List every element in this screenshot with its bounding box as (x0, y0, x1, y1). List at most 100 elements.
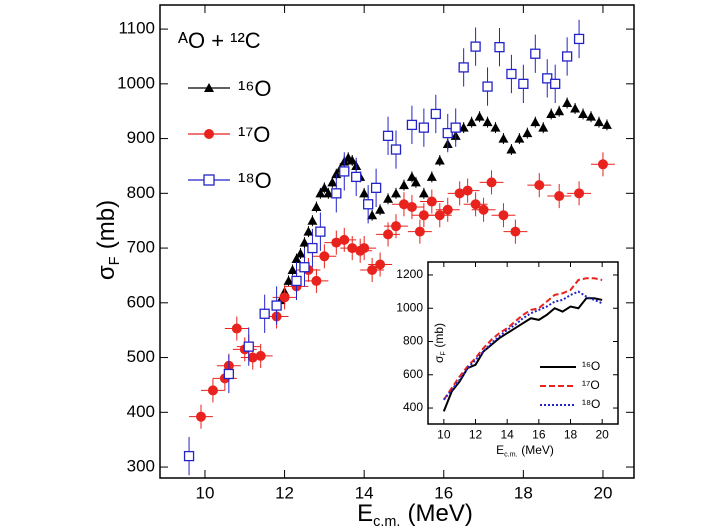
marker (554, 191, 565, 202)
marker (554, 106, 565, 116)
y-tick-label: 600 (403, 367, 423, 381)
marker (442, 204, 453, 215)
marker (498, 210, 509, 221)
marker (299, 237, 310, 247)
marker (426, 171, 437, 181)
x-tick-label: 12 (275, 484, 294, 503)
marker (574, 188, 585, 199)
marker (319, 251, 330, 262)
x-tick-label: 14 (500, 428, 514, 442)
marker (331, 169, 342, 179)
marker (466, 117, 477, 127)
marker (383, 229, 394, 240)
marker (458, 122, 469, 132)
y-axis-label-symbol: σ (432, 355, 446, 363)
marker (279, 292, 290, 303)
marker (204, 129, 214, 139)
marker (295, 248, 306, 258)
marker (204, 83, 214, 92)
line (443, 277, 603, 401)
marker (255, 350, 266, 361)
marker (418, 188, 429, 198)
marker (494, 42, 505, 53)
x-axis-label-unit: (MeV) (408, 500, 473, 527)
y-axis-label: σF (mb) (93, 200, 123, 280)
marker (530, 48, 541, 59)
main-chart: 10 12 14 16 18 20 300 400 500 600 700 800 900 1000 110… (93, 4, 635, 530)
marker (586, 111, 597, 121)
x-tick-label: 14 (355, 484, 374, 503)
marker (383, 193, 394, 203)
marker (398, 180, 409, 190)
marker (390, 144, 402, 155)
marker (195, 411, 206, 422)
x-tick-label: 18 (514, 484, 533, 503)
y-axis-label-subscript: F (439, 351, 448, 356)
y-axis-label: σF (mb) (432, 323, 447, 363)
marker (291, 254, 302, 264)
x-axis-label: Ec.m. (MeV) (357, 500, 473, 530)
marker (434, 210, 445, 221)
marker (530, 117, 541, 127)
marker (561, 51, 573, 62)
marker (510, 226, 521, 237)
marker (307, 215, 318, 225)
y-tick-label: 1000 (117, 73, 155, 92)
legend-label: ¹⁷O (238, 122, 270, 147)
x-axis-label-symbol: E (496, 443, 504, 457)
plot-frame (427, 261, 619, 425)
marker (183, 450, 195, 462)
x-axis-label-subscript: c.m. (504, 450, 518, 459)
marker (601, 119, 612, 129)
marker (482, 81, 493, 92)
x-tick-label: 16 (434, 484, 453, 503)
legend-label: ¹⁶O (238, 76, 272, 101)
marker (434, 155, 445, 165)
marker (406, 171, 417, 181)
marker (359, 188, 370, 198)
marker (470, 41, 481, 52)
marker (546, 108, 557, 118)
marker (347, 155, 358, 165)
marker (203, 174, 215, 186)
marker (339, 166, 350, 177)
y-tick-label: 800 (403, 334, 423, 348)
inset-chart: 10 12 14 16 18 20 400 600 800 1000 1200 Ec.m. (MeV) σ… (396, 261, 619, 459)
y-axis-label-unit: (mb) (432, 323, 446, 348)
marker (207, 385, 218, 396)
marker (315, 226, 326, 237)
y-axis-label-symbol: σ (93, 265, 120, 280)
marker (375, 259, 386, 270)
marker (339, 234, 350, 245)
marker (307, 242, 318, 254)
marker (470, 199, 481, 210)
y-tick-label: 500 (127, 347, 155, 366)
marker (243, 341, 254, 352)
y-tick-label: 1200 (396, 267, 423, 281)
x-tick-label: 20 (595, 428, 609, 442)
marker (514, 133, 525, 143)
x-tick-label: 12 (469, 428, 483, 442)
marker (490, 122, 501, 132)
marker (550, 78, 561, 89)
marker (311, 202, 322, 212)
x-tick-label: 20 (593, 484, 612, 503)
series (183, 19, 585, 476)
marker (231, 323, 242, 334)
marker (362, 199, 374, 210)
marker (538, 122, 549, 132)
marker (370, 182, 382, 193)
marker (506, 68, 517, 80)
marker (367, 210, 378, 220)
marker (410, 177, 421, 187)
marker (478, 204, 489, 215)
y-tick-label: 800 (127, 183, 155, 202)
marker (223, 368, 235, 380)
y-tick-label: 400 (403, 400, 423, 414)
y-tick-label: 300 (127, 457, 155, 476)
x-axis-label-unit: (MeV) (521, 443, 554, 457)
y-tick-label: 700 (127, 238, 155, 257)
y-axis-label-subscript: F (107, 256, 123, 265)
x-tick-label: 10 (196, 484, 215, 503)
marker (414, 226, 425, 237)
